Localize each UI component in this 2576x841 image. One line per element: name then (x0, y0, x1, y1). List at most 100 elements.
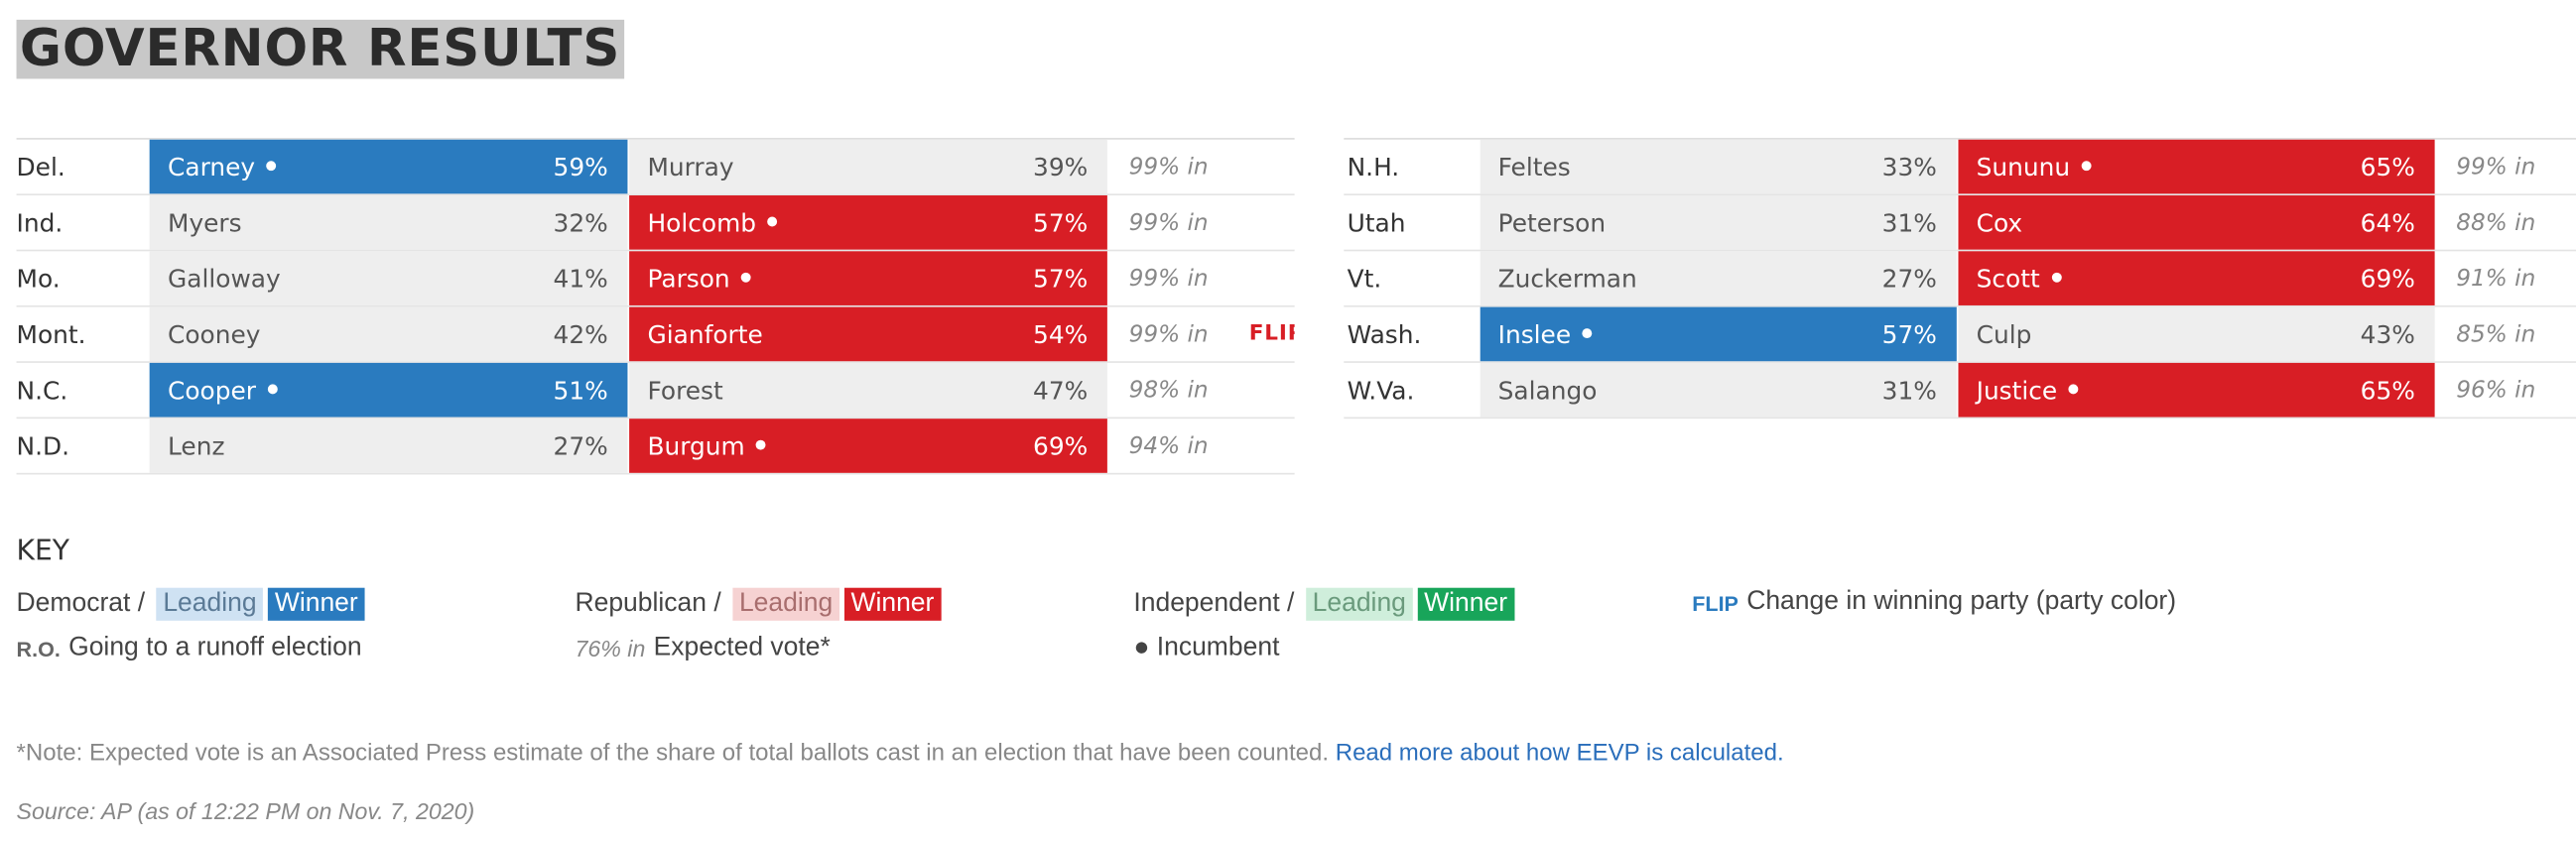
left-dem-candidate: Salango 31% (1480, 362, 1957, 418)
dem-candidate-percent: 31% (1881, 207, 1937, 238)
right-rep-candidate: Forest 47% (629, 362, 1108, 418)
dem-candidate-name: Carney (168, 152, 256, 181)
rep-candidate-name: Parson (647, 263, 730, 294)
rep-candidate-name: Gianforte (647, 319, 763, 349)
incumbent-dot-icon (756, 439, 767, 450)
results-table-right: N.H. Feltes 33% Sununu 65% 99% in Utah Peterson… (1344, 138, 2576, 420)
dem-candidate-percent: 41% (553, 263, 608, 294)
rep-candidate-name: Burgum (647, 430, 745, 461)
left-dem-candidate: Zuckerman 27% (1480, 251, 1957, 305)
key-flip-word: FLIP (1692, 590, 1739, 616)
dem-candidate-name: Cooper (168, 375, 257, 406)
percent-reporting: 99% in (1128, 265, 1209, 292)
rep-candidate-name-wrap: Culp (1977, 319, 2032, 349)
rep-candidate-name-wrap: Justice (1977, 375, 2079, 405)
key-republican-label: Republican / (575, 589, 721, 618)
dem-candidate-name: Myers (168, 207, 242, 238)
key-runoff-description: Going to a runoff election (68, 634, 362, 662)
key-runoff-word: R.O. (16, 636, 61, 661)
dem-candidate-name-wrap: Carney (168, 152, 277, 181)
dem-candidate-name-wrap: Myers (168, 207, 242, 237)
table-row: Mont. Cooney 42% Gianforte 54% 99% in FLIP (16, 306, 1295, 363)
key-flip: FLIP Change in winning party (party colo… (1692, 588, 2176, 618)
dem-candidate-name-wrap: Zuckerman (1498, 264, 1637, 294)
right-rep-candidate: Cox 64% (1958, 195, 2435, 250)
rep-candidate-name-wrap: Cox (1977, 207, 2022, 237)
right-rep-candidate: Culp 43% (1958, 306, 2435, 362)
state-abbrev: Mo. (16, 263, 61, 294)
dem-candidate-percent: 27% (553, 430, 608, 461)
dem-candidate-name-wrap: Feltes (1498, 152, 1571, 181)
rep-candidate-name-wrap: Burgum (647, 430, 767, 461)
percent-reporting: 85% in (2456, 320, 2536, 348)
right-rep-candidate: Holcomb 57% (629, 195, 1108, 250)
key-democrat-leading-chip: Leading (156, 587, 264, 621)
table-row: Vt. Zuckerman 27% Scott 69% 91% in (1344, 251, 2576, 307)
rep-candidate-name-wrap: Holcomb (647, 207, 778, 237)
key-republican-winner-chip: Winner (843, 587, 941, 621)
rep-candidate-name: Forest (647, 375, 723, 406)
rep-candidate-name-wrap: Scott (1977, 264, 2062, 294)
percent-reporting: 96% in (2456, 376, 2536, 404)
incumbent-dot-icon (2068, 384, 2079, 395)
rep-candidate-percent: 69% (2360, 263, 2415, 294)
right-rep-candidate: Sununu 65% (1958, 139, 2435, 194)
left-dem-candidate: Inslee 57% (1480, 306, 1957, 362)
percent-reporting: 94% in (1128, 432, 1209, 459)
dem-candidate-percent: 57% (1881, 319, 1937, 349)
rep-candidate-name: Scott (1976, 263, 2040, 294)
right-rep-candidate: Scott 69% (1958, 251, 2435, 305)
dem-candidate-name: Peterson (1497, 207, 1607, 238)
left-dem-candidate: Feltes 33% (1480, 139, 1957, 194)
right-rep-candidate: Parson 57% (629, 251, 1108, 305)
percent-reporting: 99% in (1128, 320, 1209, 348)
state-abbrev: Wash. (1347, 319, 1422, 349)
rep-candidate-name-wrap: Parson (647, 263, 752, 294)
table-row: Ind. Myers 32% Holcomb 57% 99% in (16, 195, 1295, 252)
state-abbrev: N.D. (16, 430, 70, 461)
key-independent-leading-chip: Leading (1306, 587, 1413, 621)
key-independent-label: Independent / (1133, 589, 1295, 618)
rep-candidate-percent: 65% (2360, 375, 2415, 406)
dem-candidate-name: Lenz (168, 430, 225, 461)
table-row: N.H. Feltes 33% Sununu 65% 99% in (1344, 139, 2576, 196)
source-line: Source: AP (as of 12:22 PM on Nov. 7, 20… (16, 797, 475, 825)
flip-indicator (1249, 140, 1295, 194)
state-abbrev: Ind. (16, 207, 64, 238)
rep-candidate-name: Murray (647, 152, 734, 181)
left-dem-candidate: Myers 32% (149, 195, 628, 250)
key-incumbent-description: ● Incumbent (1133, 634, 1280, 662)
key-expected-vote: 76% in Expected vote* (575, 634, 830, 663)
rep-candidate-name: Sununu (1976, 152, 2071, 181)
dem-candidate-name-wrap: Peterson (1498, 207, 1606, 237)
table-row: Wash. Inslee 57% Culp 43% 85% in (1344, 306, 2576, 363)
state-abbrev: Del. (16, 152, 65, 181)
rep-candidate-percent: 64% (2360, 207, 2415, 238)
key-expected-description: Expected vote* (653, 634, 831, 662)
state-abbrev: Vt. (1347, 263, 1382, 294)
dem-candidate-name-wrap: Cooney (168, 319, 260, 349)
key-flip-description: Change in winning party (party color) (1746, 587, 2177, 616)
key-democrat: Democrat / Leading Winner (17, 587, 365, 621)
left-dem-candidate: Galloway 41% (149, 251, 628, 305)
state-abbrev: W.Va. (1347, 375, 1415, 406)
key-expected-sample: 76% in (575, 635, 646, 662)
key-democrat-winner-chip: Winner (268, 587, 365, 621)
rep-candidate-percent: 57% (1033, 263, 1089, 294)
key-incumbent: ● Incumbent (1133, 634, 1279, 663)
percent-reporting: 99% in (2456, 153, 2536, 180)
rep-candidate-percent: 43% (2360, 319, 2415, 349)
left-dem-candidate: Peterson 31% (1480, 195, 1957, 250)
rep-candidate-name: Justice (1976, 375, 2058, 406)
percent-reporting: 98% in (1128, 376, 1209, 404)
key-republican: Republican / Leading Winner (575, 587, 941, 621)
dem-candidate-percent: 31% (1881, 375, 1937, 406)
key-independent-winner-chip: Winner (1417, 587, 1514, 621)
dem-candidate-percent: 59% (553, 152, 608, 181)
rep-candidate-percent: 39% (1033, 152, 1089, 181)
table-row: Utah Peterson 31% Cox 64% 88% in (1344, 195, 2576, 252)
rep-candidate-percent: 65% (2360, 152, 2415, 181)
eevp-link[interactable]: Read more about how EEVP is calculated. (1335, 740, 1784, 768)
dem-candidate-percent: 51% (553, 375, 608, 406)
